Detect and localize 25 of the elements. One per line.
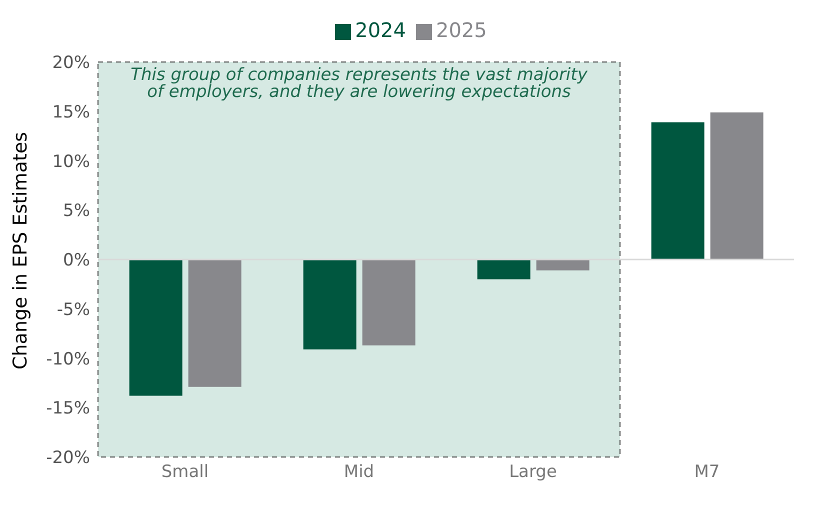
legend-label: 2024 — [355, 18, 406, 42]
y-tick-label: 10% — [52, 152, 90, 172]
band-label: This group of companies represents the vast majority of employers, and they are lowering expectations — [130, 65, 588, 102]
bar — [536, 260, 590, 270]
y-tick-label: -15% — [46, 398, 90, 419]
x-tick-label: Small — [161, 462, 209, 482]
y-tick-label: 0% — [63, 250, 90, 271]
y-tick-label: -10% — [46, 349, 90, 370]
y-tick-label: 5% — [63, 201, 90, 222]
x-tick-label: Mid — [344, 462, 374, 482]
y-axis-title: Change in EPS Estimates — [10, 132, 32, 370]
x-tick-label: Large — [509, 462, 557, 482]
bar — [477, 260, 530, 280]
bar — [303, 260, 356, 350]
y-tick-label: -5% — [56, 300, 90, 320]
bar — [710, 112, 764, 260]
x-tick-label: M7 — [694, 462, 720, 482]
y-tick-label: 15% — [52, 102, 90, 122]
bar — [188, 260, 242, 387]
bar — [362, 260, 416, 346]
bar — [129, 260, 182, 396]
legend-label: 2025 — [436, 18, 487, 42]
y-tick-label: -20% — [46, 448, 90, 468]
y-tick-label: 20% — [52, 53, 90, 74]
bar — [651, 122, 704, 260]
